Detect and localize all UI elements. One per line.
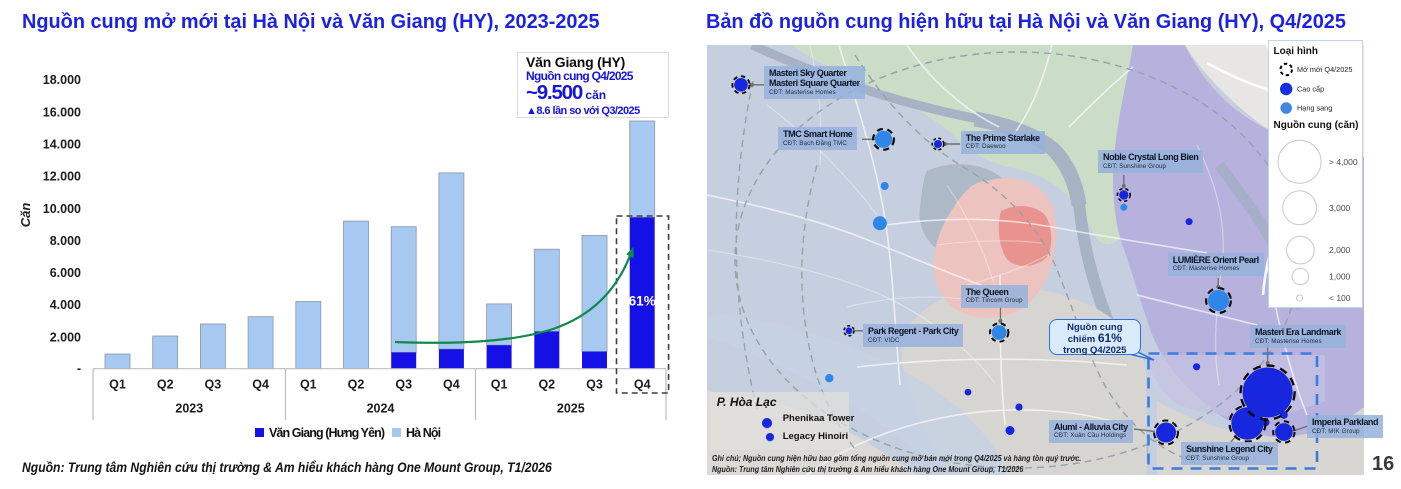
svg-text:2025: 2025 <box>557 402 585 416</box>
svg-text:Q2: Q2 <box>348 378 365 392</box>
svg-text:2024: 2024 <box>367 402 395 416</box>
svg-text:Q2: Q2 <box>157 378 174 392</box>
svg-text:10.000: 10.000 <box>43 202 81 216</box>
svg-text:18.000: 18.000 <box>43 73 81 87</box>
svg-text:-: - <box>77 362 81 376</box>
svg-text:61%: 61% <box>629 294 656 309</box>
svg-text:14.000: 14.000 <box>43 138 81 152</box>
svg-text:3,000: 3,000 <box>1329 203 1351 213</box>
svg-text:Nguồn cung (căn): Nguồn cung (căn) <box>1274 119 1359 131</box>
svg-text:> 4,000: > 4,000 <box>1329 157 1358 167</box>
svg-text:Hạng sang: Hạng sang <box>1297 104 1332 113</box>
svg-text:Q4: Q4 <box>443 378 460 392</box>
svg-text:2,000: 2,000 <box>1329 245 1351 255</box>
svg-text:< 100: < 100 <box>1329 293 1351 303</box>
svg-text:Q2: Q2 <box>538 378 555 392</box>
svg-text:Q3: Q3 <box>205 378 222 392</box>
svg-text:Q3: Q3 <box>395 378 412 392</box>
svg-text:Mở mới Q4/2025: Mở mới Q4/2025 <box>1297 65 1352 74</box>
svg-text:Q4: Q4 <box>252 378 269 392</box>
svg-text:Q4: Q4 <box>634 378 651 392</box>
svg-text:2.000: 2.000 <box>50 330 81 344</box>
svg-text:12.000: 12.000 <box>43 170 81 184</box>
svg-text:2023: 2023 <box>175 402 203 416</box>
svg-text:Q1: Q1 <box>300 378 317 392</box>
svg-text:16.000: 16.000 <box>43 105 81 119</box>
svg-text:Q3: Q3 <box>586 378 603 392</box>
svg-text:Căn: Căn <box>18 203 33 228</box>
svg-text:4.000: 4.000 <box>50 298 81 312</box>
svg-text:1,000: 1,000 <box>1329 272 1351 282</box>
svg-text:8.000: 8.000 <box>50 234 81 248</box>
svg-text:Q1: Q1 <box>491 378 508 392</box>
svg-text:Cao cấp: Cao cấp <box>1297 85 1324 94</box>
svg-text:6.000: 6.000 <box>50 266 81 280</box>
svg-text:Loại hình: Loại hình <box>1274 46 1318 57</box>
svg-text:Q1: Q1 <box>109 378 126 392</box>
